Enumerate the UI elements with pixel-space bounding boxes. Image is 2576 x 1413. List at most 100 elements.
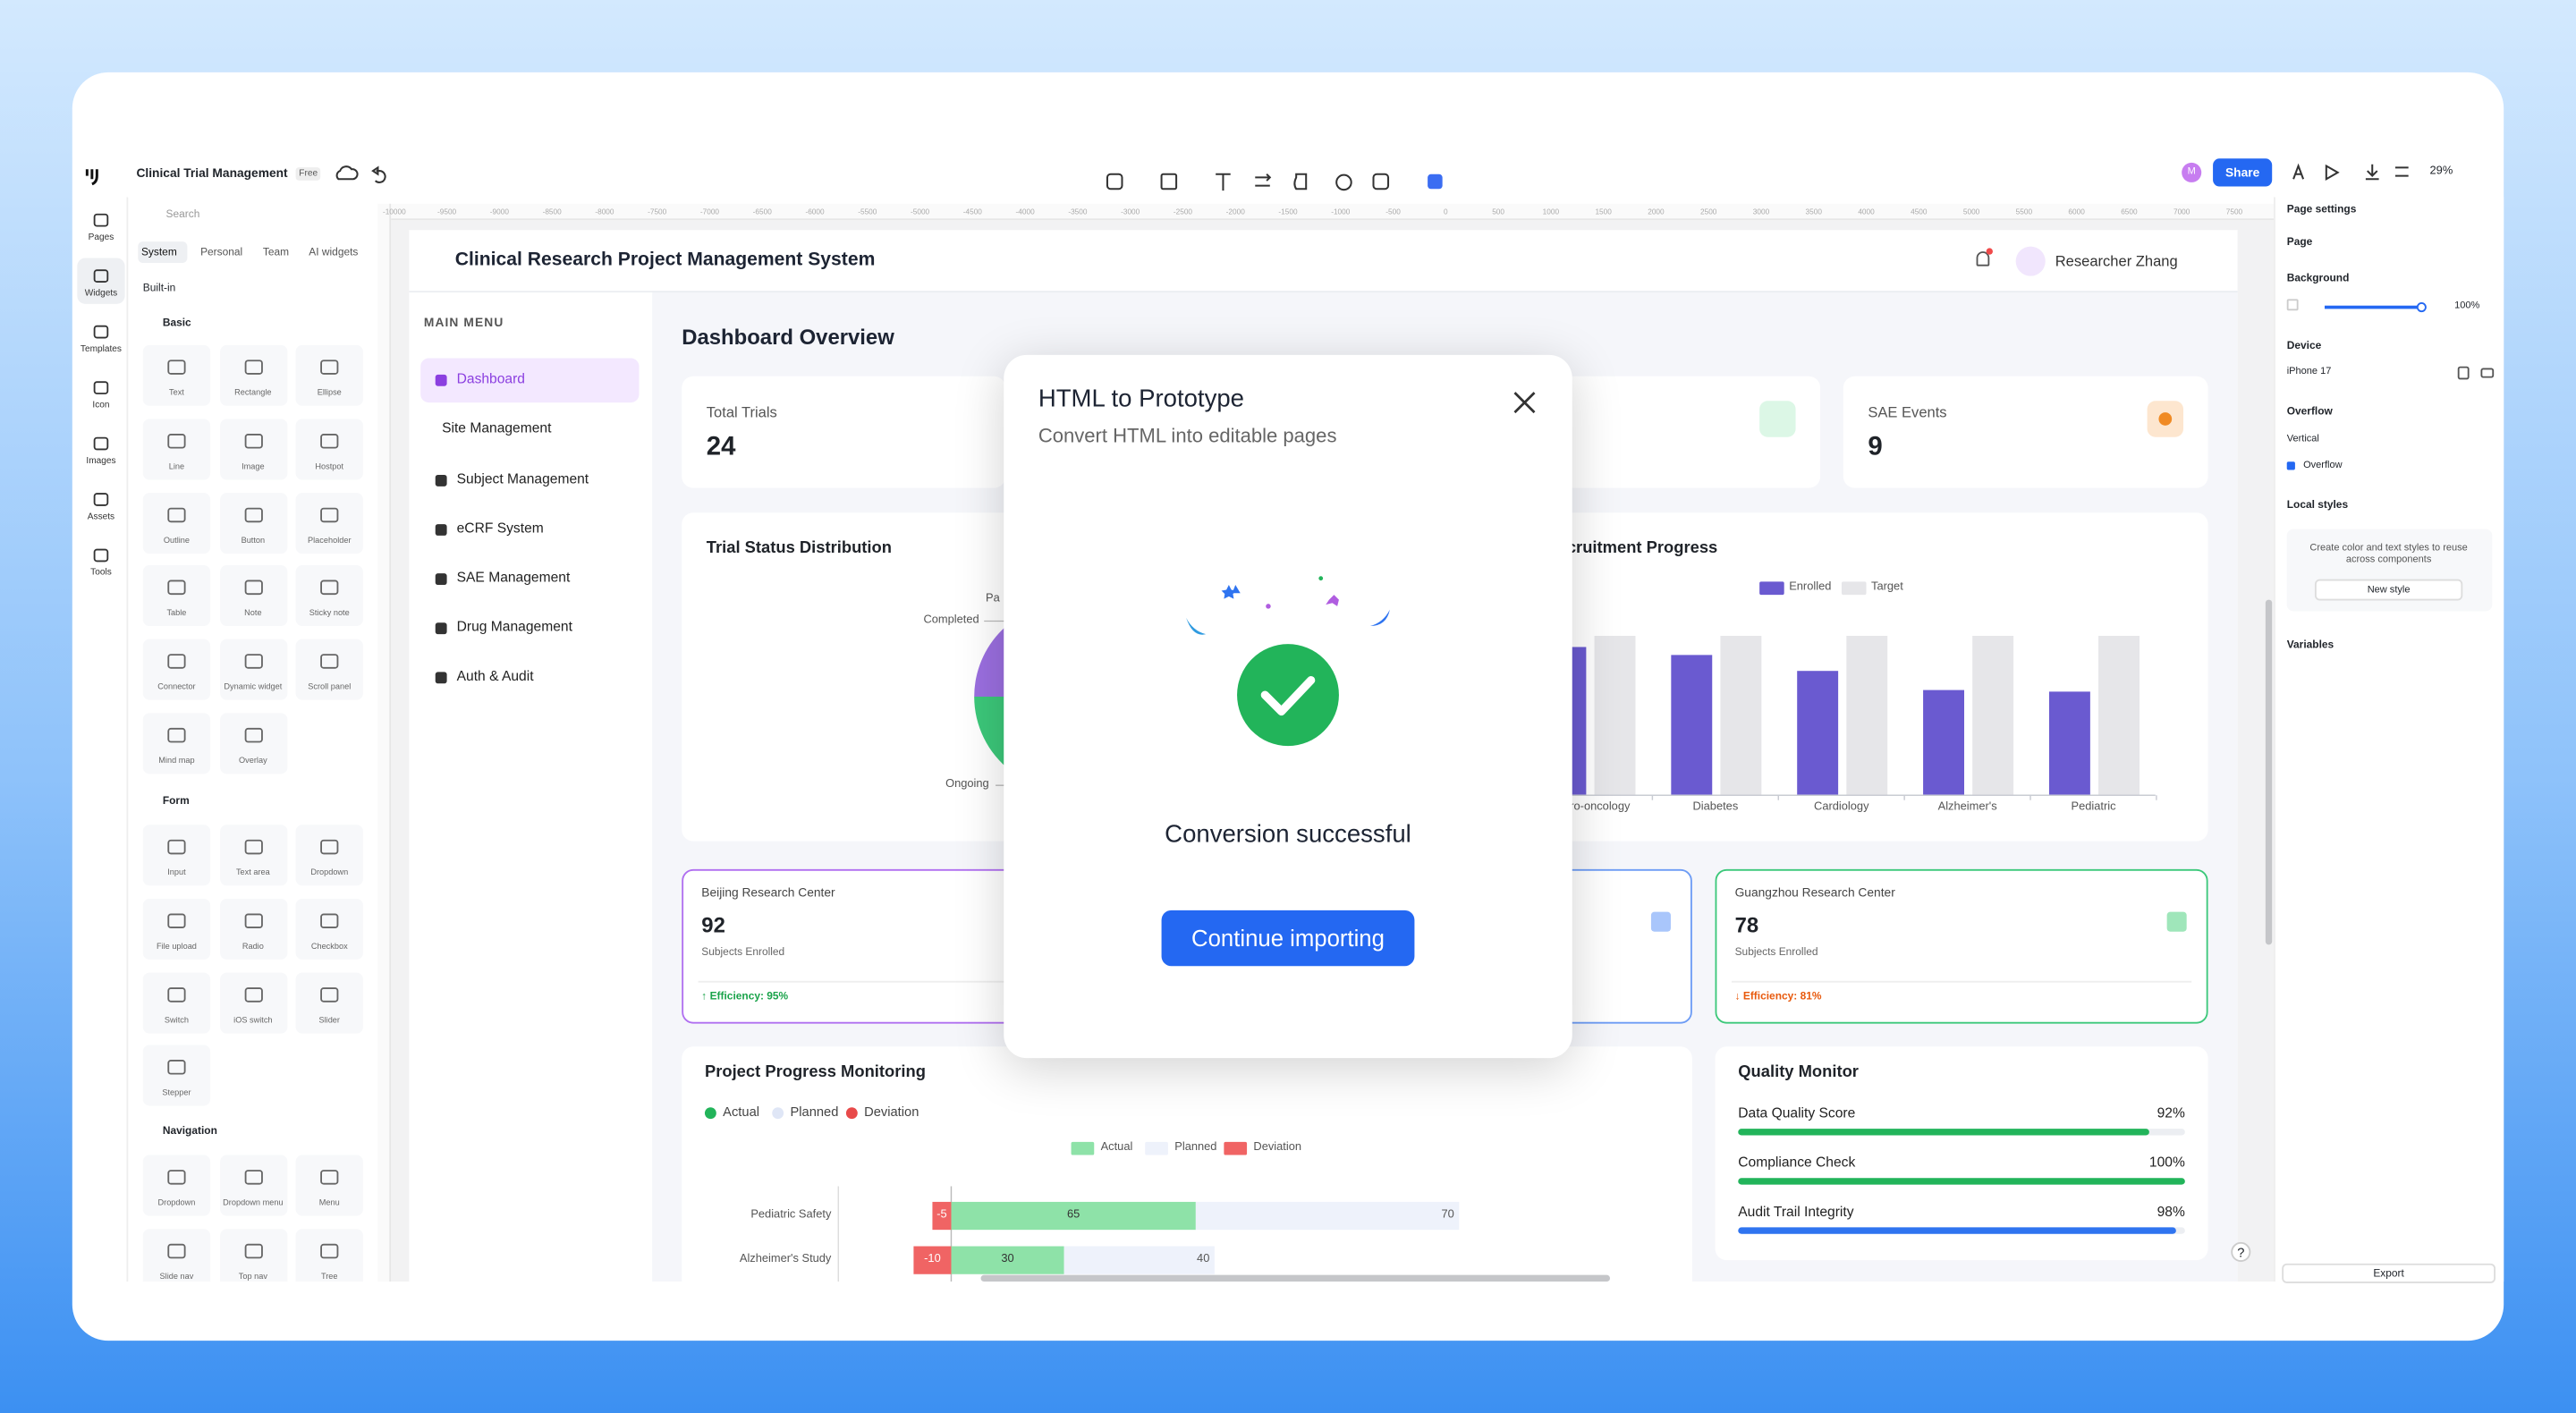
user-name[interactable]: Researcher Zhang [2055,252,2178,269]
legend-label: Deviation [864,1104,919,1120]
widget-tile[interactable] [219,639,287,700]
bell-icon[interactable] [1976,251,1990,267]
menu-item[interactable]: Drug Management [456,618,572,635]
rail-item[interactable]: Icon [92,400,110,411]
rail-item[interactable]: Templates [80,344,122,355]
portrait-icon[interactable] [2457,366,2470,380]
widget-label: Text area [235,867,270,878]
opacity-slider[interactable] [2324,305,2424,309]
checkbox[interactable] [2286,461,2295,470]
widget-tile[interactable] [295,344,363,406]
panel-tab[interactable]: System [140,247,177,258]
widget-tile[interactable] [219,971,287,1033]
plan-badge: Free [295,167,321,182]
ruler-label: -5000 [910,207,930,216]
widget-tile[interactable] [142,639,211,700]
widget-tile[interactable] [295,825,363,886]
menu-item[interactable]: eCRF System [456,519,544,537]
panel-tab[interactable]: Team [262,247,290,258]
widget-tile[interactable] [142,898,211,960]
chart-title: Recruitment Progress [1546,539,1718,558]
widget-tile[interactable] [219,713,287,774]
ruler-label: 4000 [1858,207,1875,216]
widget-tile[interactable] [142,713,211,774]
widget-tile[interactable] [295,565,363,627]
slider-handle[interactable] [2416,302,2427,313]
widget-tile[interactable] [142,419,211,480]
widget-label: Dynamic widget [224,682,283,693]
widget-tile[interactable] [219,825,287,886]
widget-tile[interactable] [142,344,211,406]
user-avatar[interactable] [2015,246,2046,276]
widget-tile[interactable] [142,825,211,886]
landscape-icon[interactable] [2480,368,2495,378]
widget-tile[interactable] [142,971,211,1033]
widget-tile[interactable] [219,419,287,480]
widget-tile[interactable] [295,971,363,1033]
section-title[interactable]: Basic [162,317,191,329]
widget-tile[interactable] [219,1228,287,1282]
widget-tile[interactable] [142,492,211,554]
panel-tab[interactable]: AI widgets [309,247,359,258]
search-placeholder[interactable]: Search [165,208,200,221]
legend-swatch [1145,1141,1168,1155]
menu-item[interactable]: Site Management [442,419,552,436]
rail-item[interactable]: Widgets [84,289,118,300]
rail-icon [93,381,109,394]
ruler-label: 7500 [2225,207,2243,216]
continue-button[interactable]: Continue importing [1161,910,1415,967]
section-title[interactable]: Navigation [162,1125,217,1138]
share-button[interactable]: Share [2213,158,2273,187]
rail-item[interactable]: Assets [87,512,115,522]
menu-item[interactable]: Subject Management [456,470,589,487]
widget-tile[interactable] [295,1155,363,1216]
widget-tile[interactable] [295,492,363,554]
widget-tile[interactable] [295,1228,363,1282]
menu-item[interactable]: Dashboard [456,369,526,386]
ruler-label: -1500 [1278,207,1298,216]
widget-tile[interactable] [142,1155,211,1216]
widget-icon [243,1170,262,1185]
widget-tile[interactable] [142,1045,211,1107]
page-title: Dashboard Overview [682,324,894,350]
widget-label: Hostpot [315,461,344,472]
legend-label: Target [1871,581,1903,594]
widget-tile[interactable] [295,639,363,700]
stat-label: Total Trials [706,403,777,421]
widget-tile[interactable] [219,344,287,406]
new-style-button[interactable]: New style [2314,579,2463,601]
panel-tab[interactable]: Personal [200,247,243,258]
rail-item[interactable]: Tools [90,568,112,579]
overflow-select[interactable]: Vertical [2286,435,2319,445]
color-swatch[interactable] [2286,299,2299,311]
ruler-label: -3500 [1068,207,1088,216]
zoom-level[interactable]: 29% [2429,165,2453,178]
widget-tile[interactable] [219,898,287,960]
rail-item[interactable]: Pages [88,233,114,243]
ruler-label: -3000 [1121,207,1140,216]
user-avatar[interactable]: M [2182,162,2202,182]
rail-item[interactable]: Images [86,456,116,467]
menu-active [420,358,640,403]
value-label: -5 [936,1209,947,1222]
widget-label: Stepper [162,1088,191,1099]
source-dropdown[interactable]: Built-in [142,283,176,295]
help-button[interactable]: ? [2231,1241,2251,1262]
site-value: 92 [701,912,725,938]
device-select[interactable]: iPhone 17 [2286,367,2332,377]
export-button[interactable]: Export [2282,1263,2496,1283]
widget-tile[interactable] [295,898,363,960]
stat-value: 24 [706,433,736,461]
widget-tile[interactable] [219,492,287,554]
menu-item[interactable]: SAE Management [456,568,571,586]
panel-tab[interactable]: Page [2286,237,2313,249]
widget-tile[interactable] [295,419,363,480]
widget-tile[interactable] [219,565,287,627]
section-title[interactable]: Form [162,795,190,808]
widget-tile[interactable] [142,1228,211,1282]
widget-tile[interactable] [142,565,211,627]
legend-swatch [1224,1141,1248,1155]
widget-tile[interactable] [219,1155,287,1216]
menu-item[interactable]: Auth & Audit [456,667,534,684]
widget-icon [243,986,262,1002]
